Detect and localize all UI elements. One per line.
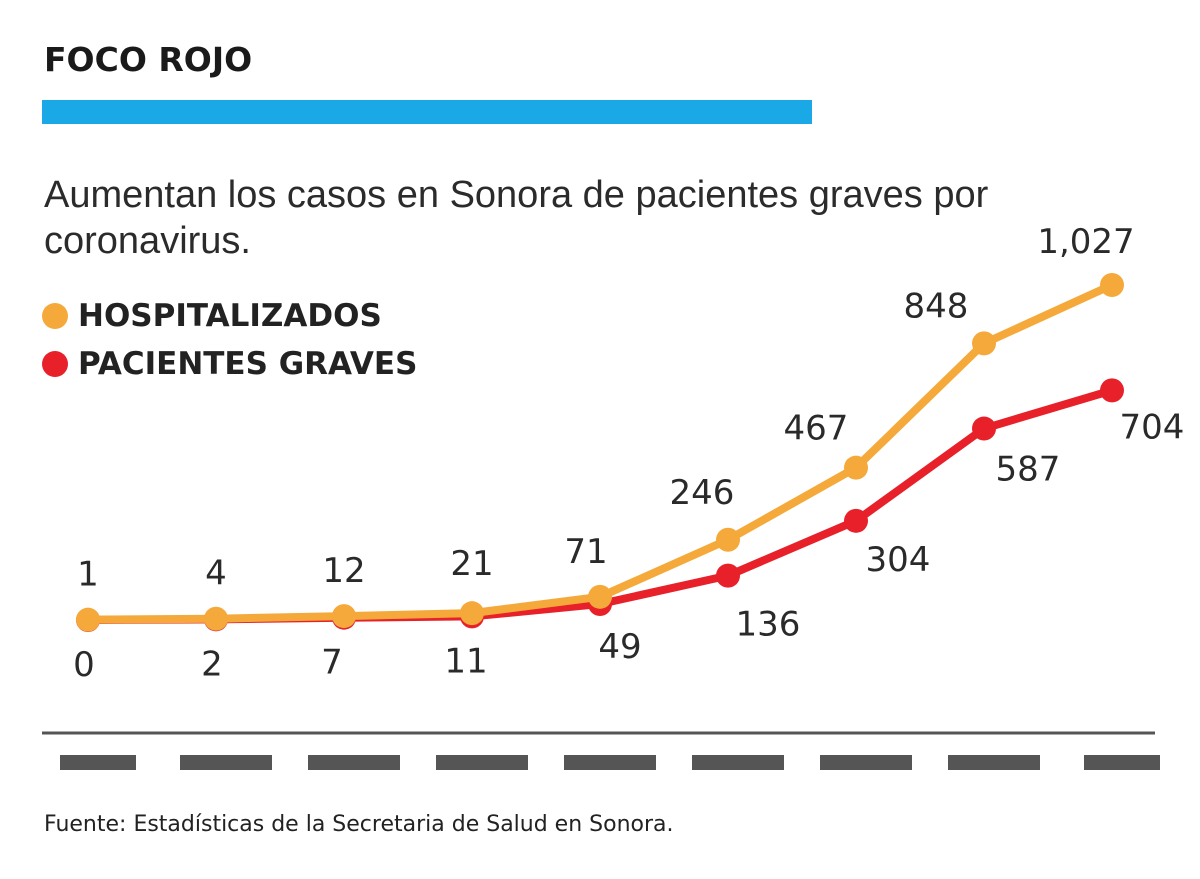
data-label-pacientes-graves: 49 bbox=[598, 627, 641, 667]
x-tick-placeholder bbox=[948, 755, 1040, 770]
x-tick-placeholder bbox=[820, 755, 912, 770]
accent-bar bbox=[42, 100, 812, 124]
data-point-pacientes-graves bbox=[844, 508, 868, 533]
data-point-hospitalizados bbox=[332, 604, 356, 629]
data-label-pacientes-graves: 0 bbox=[73, 645, 95, 685]
data-label-pacientes-graves: 304 bbox=[866, 540, 931, 580]
x-tick-placeholder bbox=[60, 755, 136, 770]
data-point-pacientes-graves bbox=[1100, 378, 1124, 403]
legend-item-hospitalizados: HOSPITALIZADOS bbox=[42, 292, 417, 340]
data-point-pacientes-graves bbox=[972, 416, 996, 441]
x-tick-placeholder bbox=[564, 755, 656, 770]
data-label-hospitalizados: 1,027 bbox=[1037, 222, 1134, 262]
data-label-pacientes-graves: 7 bbox=[321, 643, 343, 683]
data-label-hospitalizados: 71 bbox=[564, 532, 607, 572]
legend-dot-icon bbox=[42, 303, 68, 329]
data-point-hospitalizados bbox=[716, 527, 740, 552]
data-label-hospitalizados: 467 bbox=[784, 409, 849, 449]
x-tick-placeholder bbox=[308, 755, 400, 770]
chart-header-title: FOCO ROJO bbox=[44, 40, 253, 79]
legend: HOSPITALIZADOS PACIENTES GRAVES bbox=[42, 292, 417, 388]
source-note: Fuente: Estadísticas de la Secretaria de… bbox=[44, 812, 674, 837]
data-point-hospitalizados bbox=[1100, 273, 1124, 297]
data-label-hospitalizados: 1 bbox=[77, 555, 99, 595]
data-label-pacientes-graves: 11 bbox=[444, 641, 487, 681]
x-tick-placeholder bbox=[1084, 755, 1160, 770]
data-label-hospitalizados: 246 bbox=[670, 473, 735, 513]
legend-label: PACIENTES GRAVES bbox=[78, 346, 418, 382]
data-point-pacientes-graves bbox=[716, 563, 740, 588]
data-point-hospitalizados bbox=[76, 607, 100, 632]
data-label-pacientes-graves: 2 bbox=[201, 644, 223, 684]
data-label-hospitalizados: 4 bbox=[205, 554, 227, 594]
data-point-hospitalizados bbox=[844, 455, 868, 480]
data-point-hospitalizados bbox=[972, 331, 996, 356]
legend-dot-icon bbox=[42, 351, 68, 377]
chart-subtitle: Aumentan los casos en Sonora de paciente… bbox=[44, 174, 989, 262]
data-point-hospitalizados bbox=[588, 584, 612, 609]
data-label-pacientes-graves: 136 bbox=[736, 605, 801, 645]
x-tick-placeholder bbox=[692, 755, 784, 770]
legend-label: HOSPITALIZADOS bbox=[78, 298, 382, 334]
data-point-hospitalizados bbox=[204, 606, 228, 631]
data-label-hospitalizados: 848 bbox=[904, 286, 969, 326]
x-tick-placeholder bbox=[436, 755, 528, 770]
data-label-hospitalizados: 21 bbox=[450, 544, 493, 584]
data-label-hospitalizados: 12 bbox=[322, 551, 365, 591]
data-point-hospitalizados bbox=[460, 601, 484, 626]
data-label-pacientes-graves: 704 bbox=[1120, 407, 1185, 447]
x-tick-placeholder bbox=[180, 755, 272, 770]
data-label-pacientes-graves: 587 bbox=[996, 450, 1061, 490]
legend-item-pacientes-graves: PACIENTES GRAVES bbox=[42, 340, 417, 388]
